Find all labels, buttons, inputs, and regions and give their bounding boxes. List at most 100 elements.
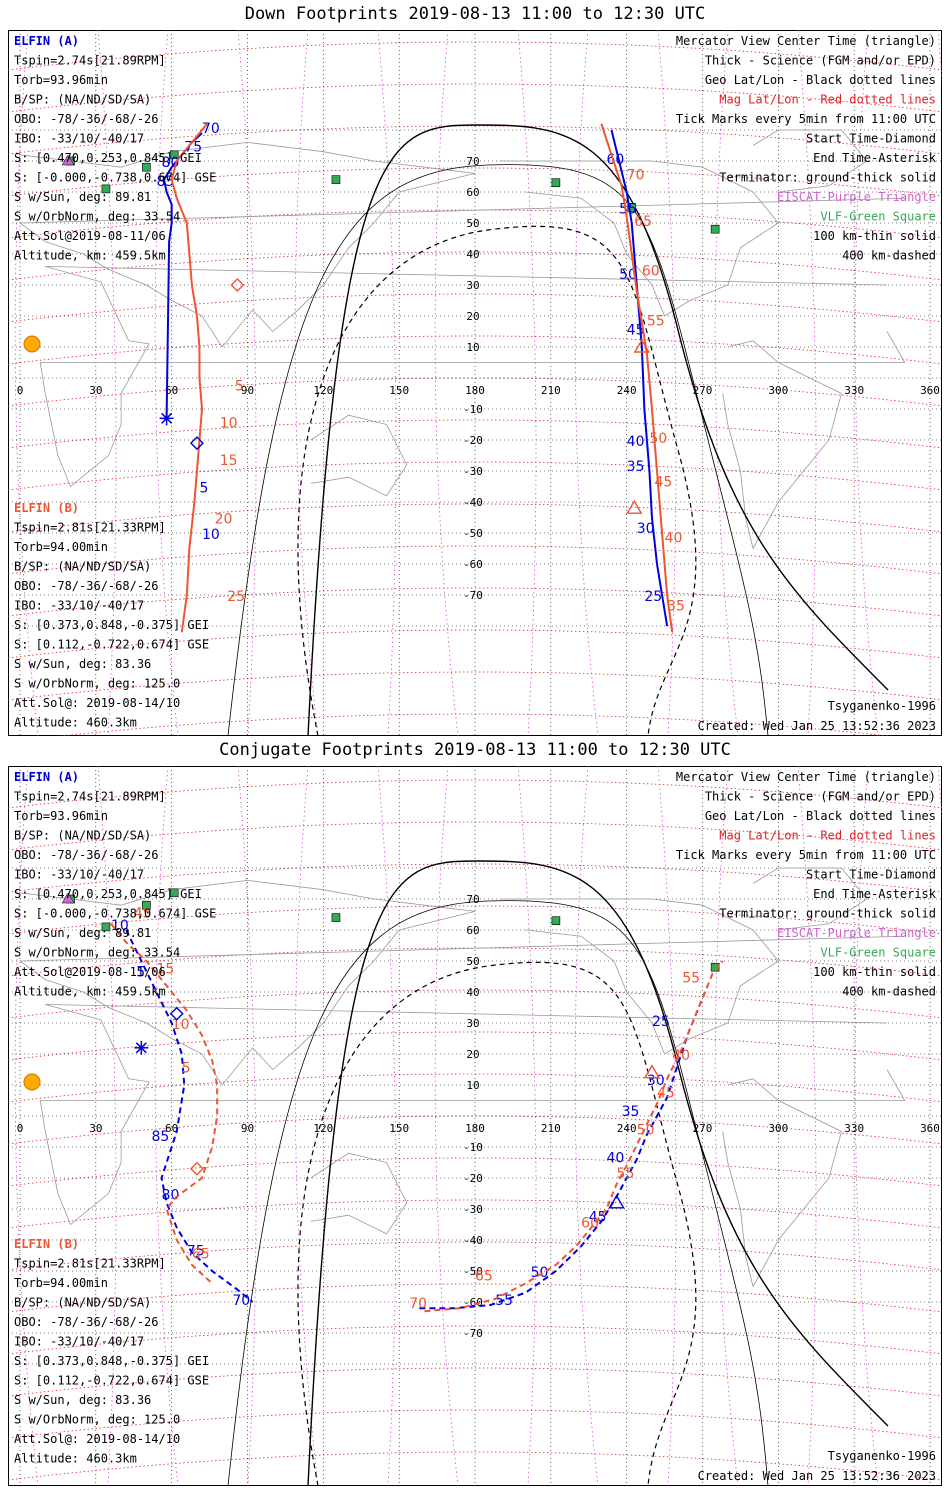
track-time-label: 45 xyxy=(654,475,672,491)
x-tick-label: 360 xyxy=(920,384,940,397)
coastline xyxy=(722,1078,843,1288)
mag-lat-line xyxy=(8,83,942,113)
info-line: Tspin=2.74s[21.89RPM] xyxy=(14,54,166,68)
legend-entry: Geo Lat/Lon - Black dotted lines xyxy=(705,809,936,823)
legend-entry: Mag Lat/Lon - Red dotted lines xyxy=(719,829,936,843)
sun-icon xyxy=(23,335,41,353)
coastline xyxy=(722,340,843,550)
x-tick-label: 240 xyxy=(617,1122,637,1135)
conjugate-footprints-title: Conjugate Footprints 2019-08-13 11:00 to… xyxy=(219,740,731,760)
center-triangle xyxy=(626,499,643,514)
x-tick-label: 270 xyxy=(693,1122,713,1135)
y-tick-label: 30 xyxy=(466,279,479,292)
track-time-label: 55 xyxy=(647,313,665,329)
terminator-100km xyxy=(227,164,769,736)
info-line: S w/Sun, deg: 89.81 xyxy=(14,190,151,204)
legend-entry: Thick - Science (FGM and/or EPD) xyxy=(705,790,936,804)
mag-lon-line xyxy=(854,766,879,1486)
x-tick-label: 120 xyxy=(313,384,333,397)
info-line: Altitude: 460.3km xyxy=(14,716,137,730)
info-line: IBO: -33/10/-40/17 xyxy=(14,132,144,146)
mag-lon-line xyxy=(797,766,817,1486)
info-line: Torb=94.00min xyxy=(14,540,108,554)
track-time-label: 65 xyxy=(192,1247,210,1263)
info-line: Tspin=2.81s[21.33RPM] xyxy=(14,1257,166,1271)
y-tick-label: 60 xyxy=(466,924,479,937)
track-time-label: 75 xyxy=(184,140,202,156)
y-tick-label: 20 xyxy=(466,310,479,323)
mag-lat-line xyxy=(8,587,942,617)
x-tick-label: 360 xyxy=(920,1122,940,1135)
x-tick-label: 210 xyxy=(541,384,561,397)
track-time-label: 55 xyxy=(619,202,637,218)
vlf-station-marker xyxy=(101,184,111,194)
x-tick-label: 150 xyxy=(389,1122,409,1135)
vlf-station-marker xyxy=(627,203,637,212)
vlf-station-marker xyxy=(331,913,341,922)
x-tick-label: 180 xyxy=(465,1122,485,1135)
y-tick-label: 40 xyxy=(466,986,479,999)
y-tick-label: 30 xyxy=(466,1017,479,1030)
track-time-label: 25 xyxy=(227,589,245,605)
mag-lat-line xyxy=(8,671,942,701)
track-time-label: 25 xyxy=(652,1014,670,1030)
down-footprints-map: 0 30 60 90 120 150 180 210 240 270 300 330 360 70 60 50… xyxy=(8,30,942,736)
info-line: IBO: -33/10/-40/17 xyxy=(14,868,144,882)
x-tick-label: 30 xyxy=(89,1122,102,1135)
track-time-label: 40 xyxy=(672,1048,690,1064)
info-line: S: [0.373,0.848,-0.375] GEI xyxy=(14,1354,209,1368)
info-line: S: [0.470,0.253,0.845] GEI xyxy=(14,151,202,165)
y-tick-label: -10 xyxy=(463,403,483,416)
mag-lon-line xyxy=(574,766,599,1486)
legend-entry: Terminator: ground-thick solid xyxy=(719,907,936,921)
legend-entry: End Time-Asterisk xyxy=(813,887,937,901)
down-footprints-title: Down Footprints 2019-08-13 11:00 to 12:3… xyxy=(244,4,706,24)
terminator-400km xyxy=(297,225,697,736)
legend-entry: EISCAT-Purple Triangle xyxy=(777,190,936,204)
eiscat-marker xyxy=(61,154,75,166)
track-time-label: 10 xyxy=(111,918,129,934)
sun-icon xyxy=(23,1073,41,1091)
track-time-label: 55 xyxy=(617,1166,635,1182)
track-time-label: 35 xyxy=(622,1104,640,1120)
vlf-station-marker xyxy=(142,162,151,172)
info-line: S w/OrbNorm, deg: 33.54 xyxy=(14,210,180,224)
footprint-track xyxy=(170,123,208,633)
track-time-label: 20 xyxy=(215,512,233,528)
x-tick-label: 150 xyxy=(389,384,409,397)
y-tick-label: 50 xyxy=(466,955,479,968)
start-diamond xyxy=(230,278,245,292)
x-tick-label: 180 xyxy=(465,384,485,397)
footprint-track xyxy=(610,129,669,627)
info-line: Tspin=2.74s[21.89RPM] xyxy=(14,790,166,804)
mag-lat-line xyxy=(8,863,942,893)
track-time-label: 45 xyxy=(657,1085,675,1101)
info-line: OBO: -78/-36/-68/-26 xyxy=(14,848,159,862)
x-tick-label: 300 xyxy=(768,1122,788,1135)
footprint-track xyxy=(424,960,724,1313)
info-line: IBO: -33/10/-40/17 xyxy=(14,599,144,613)
track-time-label: 85 xyxy=(151,1129,169,1145)
track-time-label: 60 xyxy=(581,1216,599,1232)
mag-lon-line xyxy=(97,766,117,1486)
terminator-400km xyxy=(297,961,697,1486)
info-line: Torb=93.96min xyxy=(14,73,108,87)
legend-entry: Tick Marks every 5min from 11:00 UTC xyxy=(676,848,936,862)
track-time-label: 85 xyxy=(157,174,175,190)
y-tick-label: -70 xyxy=(463,1327,483,1340)
y-tick-label: -20 xyxy=(463,1172,483,1185)
track-time-label: 40 xyxy=(606,1151,624,1167)
mag-lat-line xyxy=(8,419,942,449)
x-tick-label: 0 xyxy=(17,1122,24,1135)
track-time-label: 10 xyxy=(202,527,220,543)
vlf-station-marker xyxy=(169,150,179,160)
legend-entry: Tick Marks every 5min from 11:00 UTC xyxy=(676,112,936,126)
legend-entry: VLF-Green Square xyxy=(820,946,936,960)
info-line: S: [-0.000,-0.738,0.674] GSE xyxy=(14,171,216,185)
mag-lon-line xyxy=(154,766,179,1486)
info-line: Torb=94.00min xyxy=(14,1276,108,1290)
info-line: Att.Sol@: 2019-08-14/10 xyxy=(14,1432,180,1446)
legend-entry: VLF-Green Square xyxy=(820,210,936,224)
track-time-label: 50 xyxy=(619,267,637,283)
info-line: B/SP: (NA/ND/SD/SA) xyxy=(14,93,151,107)
